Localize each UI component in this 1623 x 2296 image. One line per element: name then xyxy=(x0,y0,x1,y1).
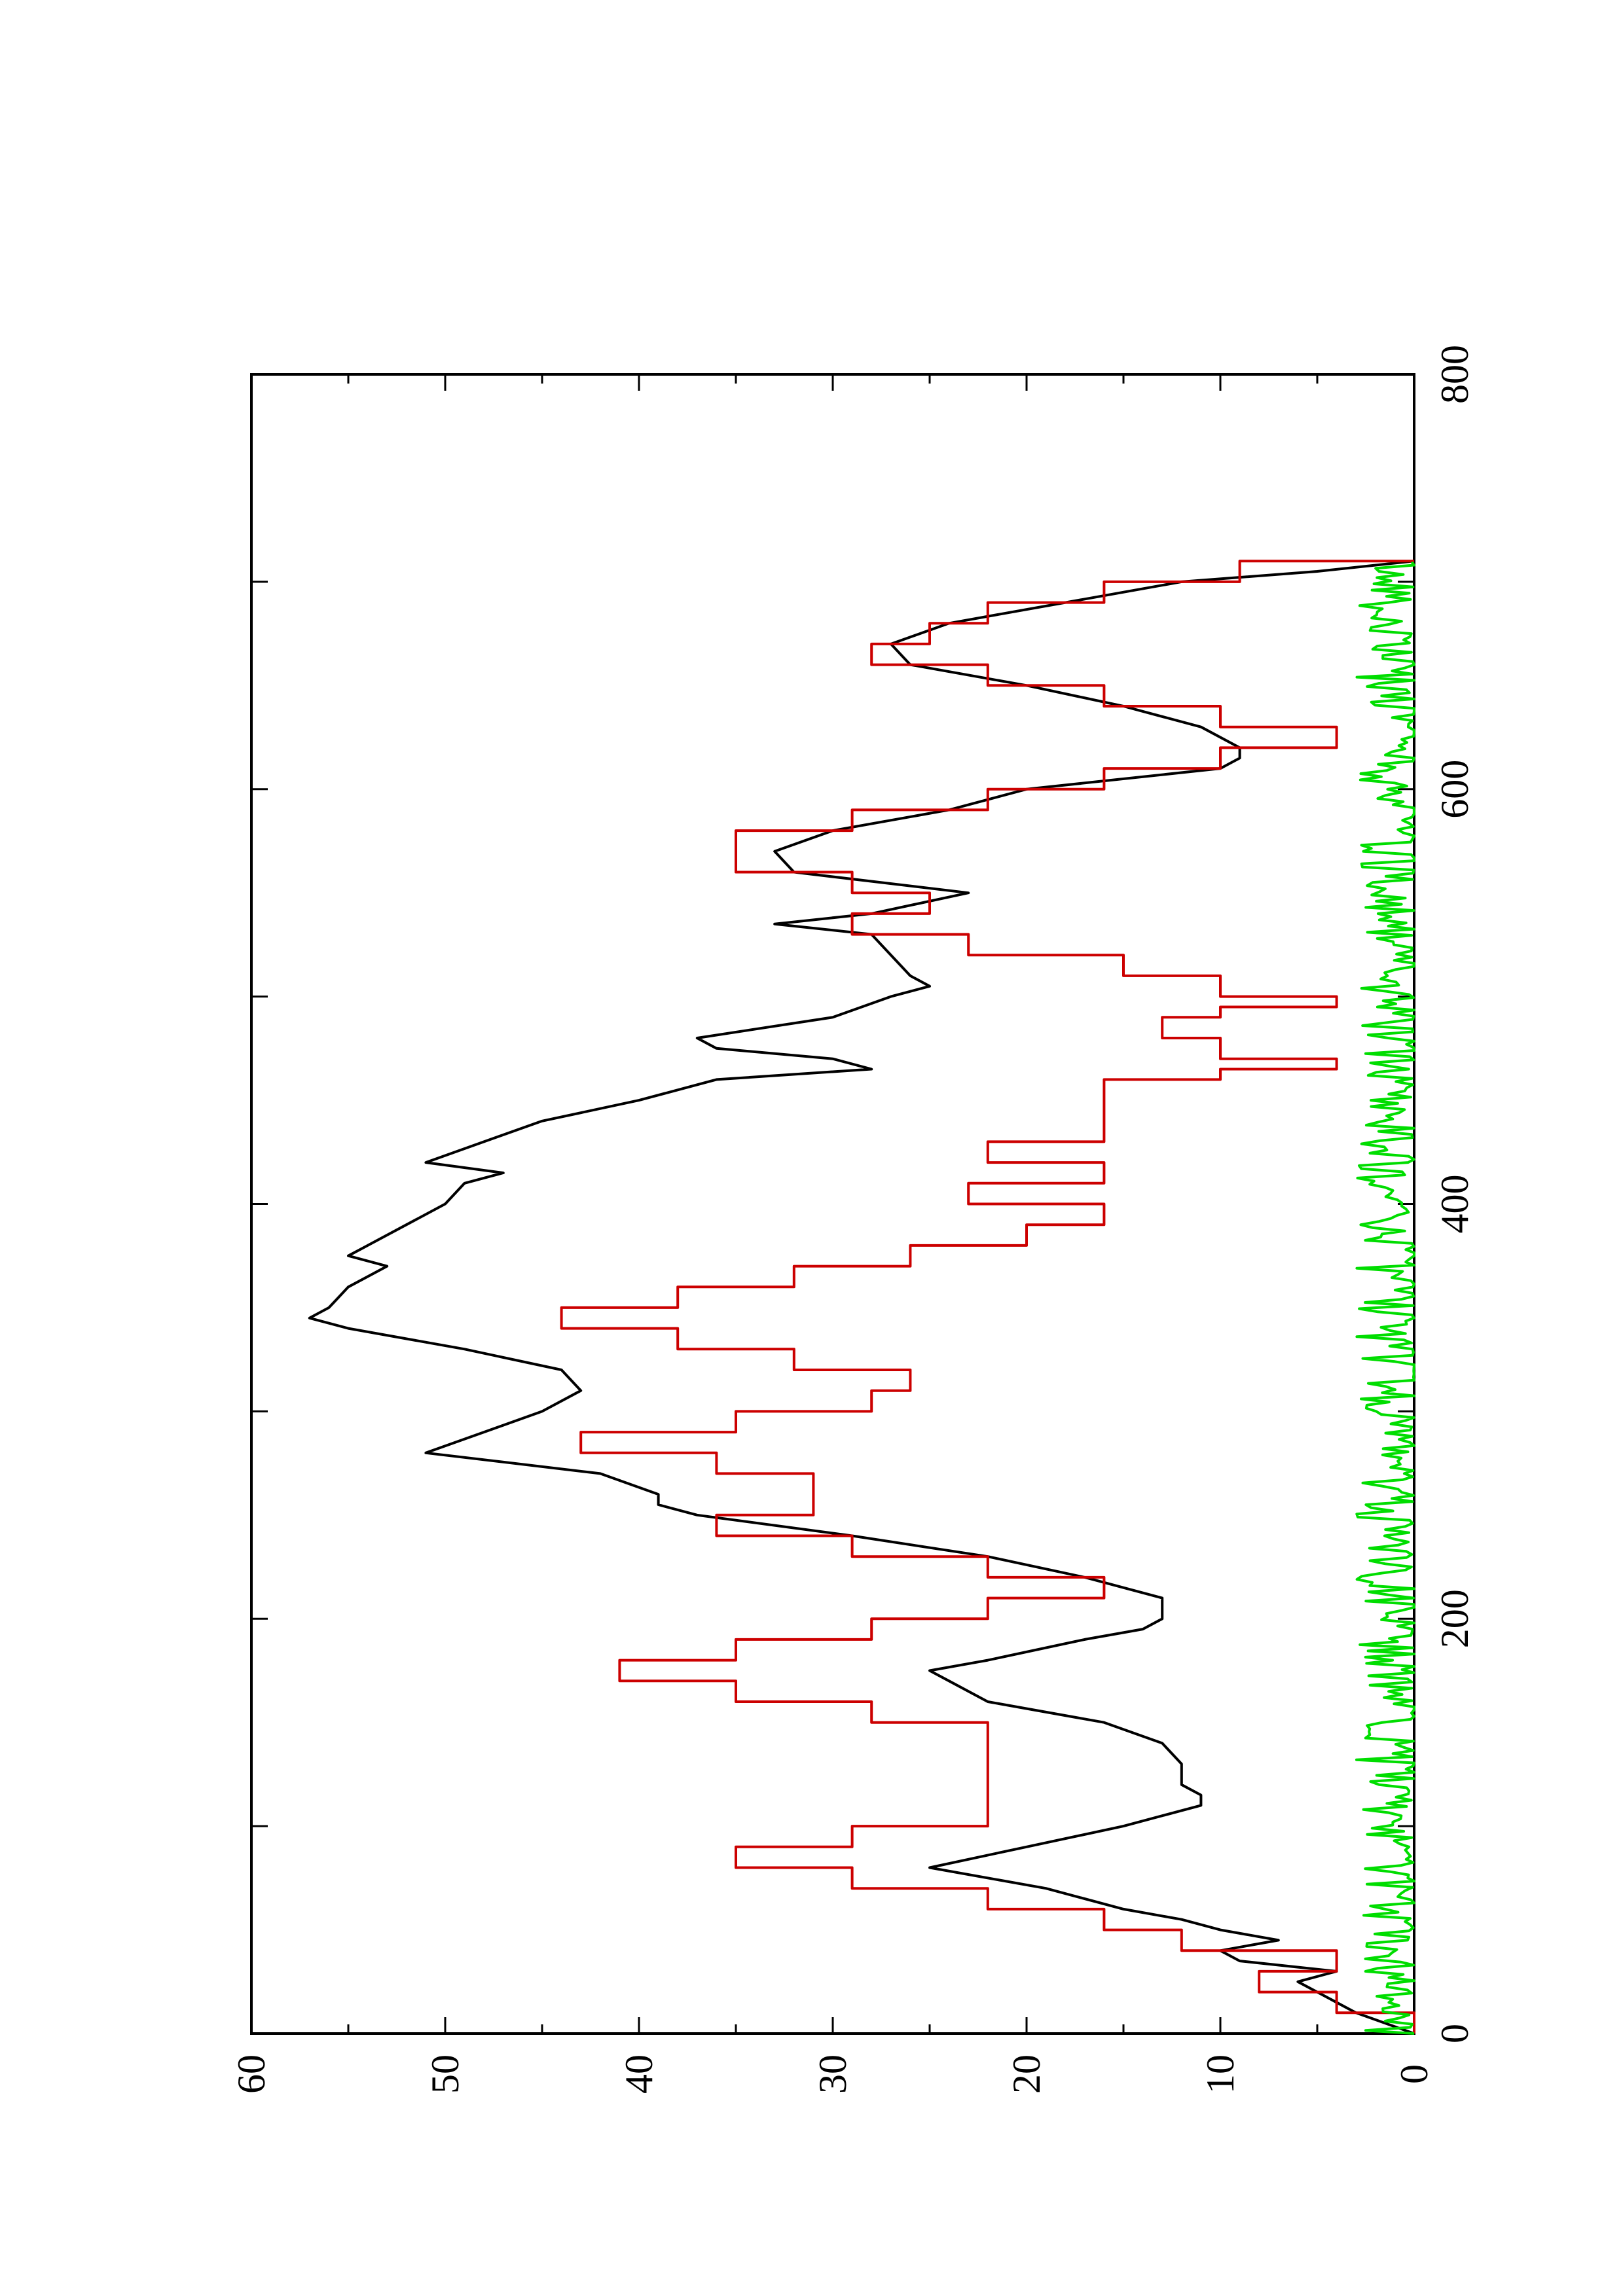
y-tick-label: 40 xyxy=(617,2054,661,2094)
y-tick-label: 20 xyxy=(1005,2054,1048,2094)
y-tick-label: 30 xyxy=(811,2054,854,2094)
series-line-1 xyxy=(308,560,1415,2035)
y-tick-label: 0 xyxy=(1393,2064,1436,2084)
x-tick-label: 400 xyxy=(1433,1175,1476,1234)
series-lines xyxy=(308,560,1415,2035)
y-tick-label: 60 xyxy=(230,2054,273,2094)
x-tick-label: 800 xyxy=(1433,345,1476,404)
y-tick-label: 10 xyxy=(1199,2054,1242,2094)
x-tick-label: 600 xyxy=(1433,760,1476,819)
series-line-3 xyxy=(1355,561,1415,2035)
x-tick-label: 200 xyxy=(1433,1589,1476,1648)
x-tick-label: 0 xyxy=(1433,2024,1476,2043)
axis-tick-labels: 0 200 400 600 800 0 10 20 30 40 50 60 xyxy=(230,345,1476,2094)
y-tick-label: 50 xyxy=(424,2054,467,2094)
series-line-2 xyxy=(560,560,1415,2034)
axis-ticks xyxy=(251,374,1414,2034)
plot-frame xyxy=(250,373,1415,2035)
